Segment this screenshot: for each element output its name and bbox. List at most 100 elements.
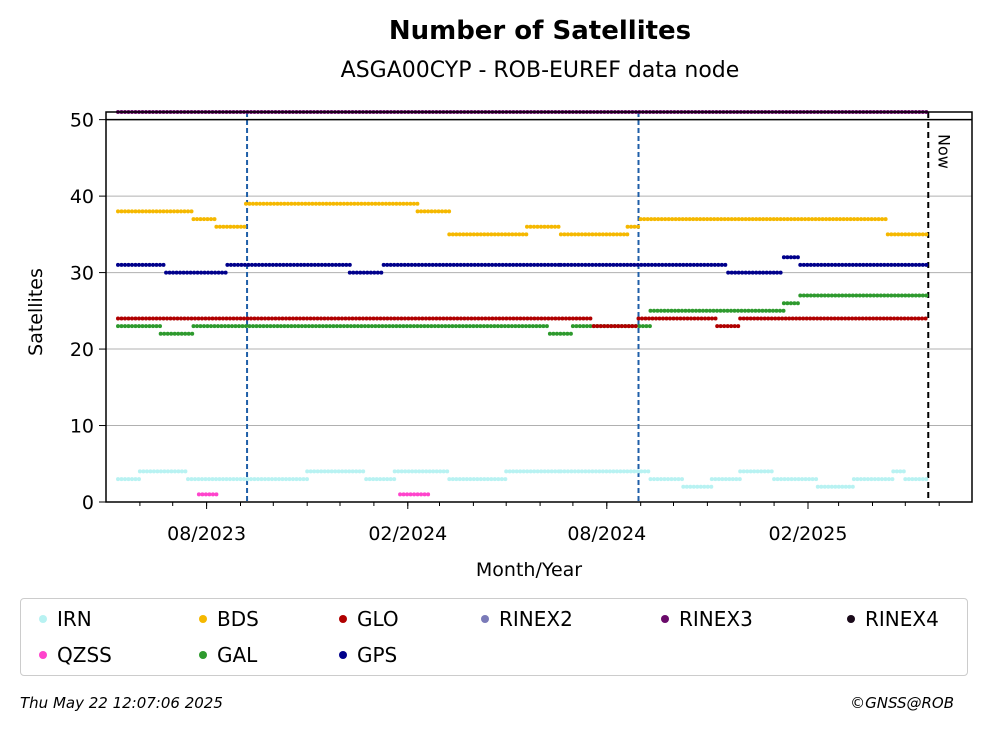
data-point	[525, 262, 530, 267]
data-point	[644, 324, 649, 329]
data-point	[699, 316, 704, 321]
data-point	[137, 316, 141, 321]
data-point	[263, 477, 267, 482]
data-point	[565, 262, 570, 267]
data-point	[906, 316, 911, 321]
data-point	[137, 477, 141, 482]
data-point	[546, 316, 551, 321]
data-point	[715, 308, 719, 313]
data-point	[590, 469, 595, 474]
data-point	[213, 270, 218, 275]
data-point	[287, 477, 292, 482]
data-point	[757, 270, 762, 275]
data-point	[661, 316, 665, 321]
data-point	[446, 324, 451, 329]
data-point	[902, 316, 907, 321]
data-point	[752, 469, 757, 474]
data-point	[906, 232, 911, 237]
data-point	[688, 262, 693, 267]
data-point	[532, 316, 537, 321]
data-point	[878, 316, 883, 321]
data-point	[692, 316, 697, 321]
data-point	[889, 293, 894, 298]
data-point	[151, 324, 155, 329]
data-point	[822, 262, 827, 267]
data-point	[144, 316, 148, 321]
data-point	[329, 469, 334, 474]
data-point	[190, 331, 195, 336]
data-point	[561, 331, 566, 336]
data-point	[793, 477, 798, 482]
data-point	[518, 316, 523, 321]
data-point	[872, 477, 877, 482]
data-point	[836, 484, 841, 489]
data-point	[411, 201, 416, 206]
series-gps	[116, 255, 929, 275]
data-point	[406, 469, 411, 474]
data-point	[305, 477, 309, 482]
data-point	[375, 270, 380, 275]
data-point	[866, 217, 871, 222]
data-point	[278, 201, 283, 206]
data-point	[833, 293, 838, 298]
data-point	[577, 316, 582, 321]
data-point	[829, 262, 834, 267]
data-point	[394, 324, 399, 329]
data-point	[535, 469, 540, 474]
data-point	[464, 324, 469, 329]
data-point	[771, 217, 776, 222]
data-point	[354, 270, 359, 275]
data-point	[130, 316, 134, 321]
data-point	[144, 209, 148, 214]
data-point	[798, 262, 803, 267]
data-point	[829, 293, 834, 298]
data-point	[629, 224, 634, 229]
data-point	[465, 262, 470, 267]
data-point	[632, 262, 637, 267]
data-point	[337, 262, 342, 267]
data-point	[572, 262, 577, 267]
data-point	[882, 262, 887, 267]
data-point	[776, 316, 781, 321]
data-point	[179, 209, 183, 214]
data-point	[628, 262, 633, 267]
data-point	[836, 316, 841, 321]
data-point	[461, 477, 466, 482]
data-point	[357, 469, 362, 474]
data-point	[754, 270, 759, 275]
data-point	[137, 324, 141, 329]
data-point	[525, 469, 530, 474]
data-point	[818, 316, 823, 321]
data-point	[453, 324, 458, 329]
data-point	[158, 331, 163, 336]
data-point	[673, 217, 678, 222]
data-point	[600, 262, 605, 267]
legend-label: GLO	[357, 607, 399, 631]
data-point	[298, 262, 303, 267]
data-point	[655, 477, 660, 482]
data-point	[130, 262, 134, 267]
legend-marker	[199, 650, 207, 659]
data-point	[126, 209, 131, 214]
data-point	[387, 324, 392, 329]
data-point	[642, 217, 647, 222]
data-point	[755, 316, 760, 321]
data-point	[518, 262, 523, 267]
data-point	[673, 308, 677, 313]
data-point	[560, 316, 565, 321]
data-point	[597, 232, 602, 237]
data-point	[326, 262, 331, 267]
data-point	[741, 316, 746, 321]
data-point	[231, 224, 236, 229]
data-point	[607, 262, 612, 267]
data-point	[333, 469, 338, 474]
data-point	[690, 308, 695, 313]
data-point	[625, 224, 630, 229]
data-point	[579, 232, 584, 237]
legend-item-gal: GAL	[199, 643, 257, 667]
data-point	[371, 477, 376, 482]
data-point	[595, 324, 600, 329]
data-point	[565, 232, 570, 237]
data-point	[133, 324, 138, 329]
data-point	[504, 316, 509, 321]
